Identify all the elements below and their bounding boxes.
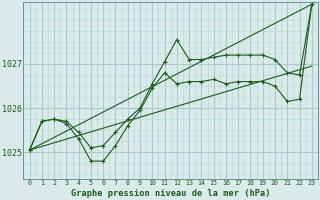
X-axis label: Graphe pression niveau de la mer (hPa): Graphe pression niveau de la mer (hPa)	[71, 189, 270, 198]
